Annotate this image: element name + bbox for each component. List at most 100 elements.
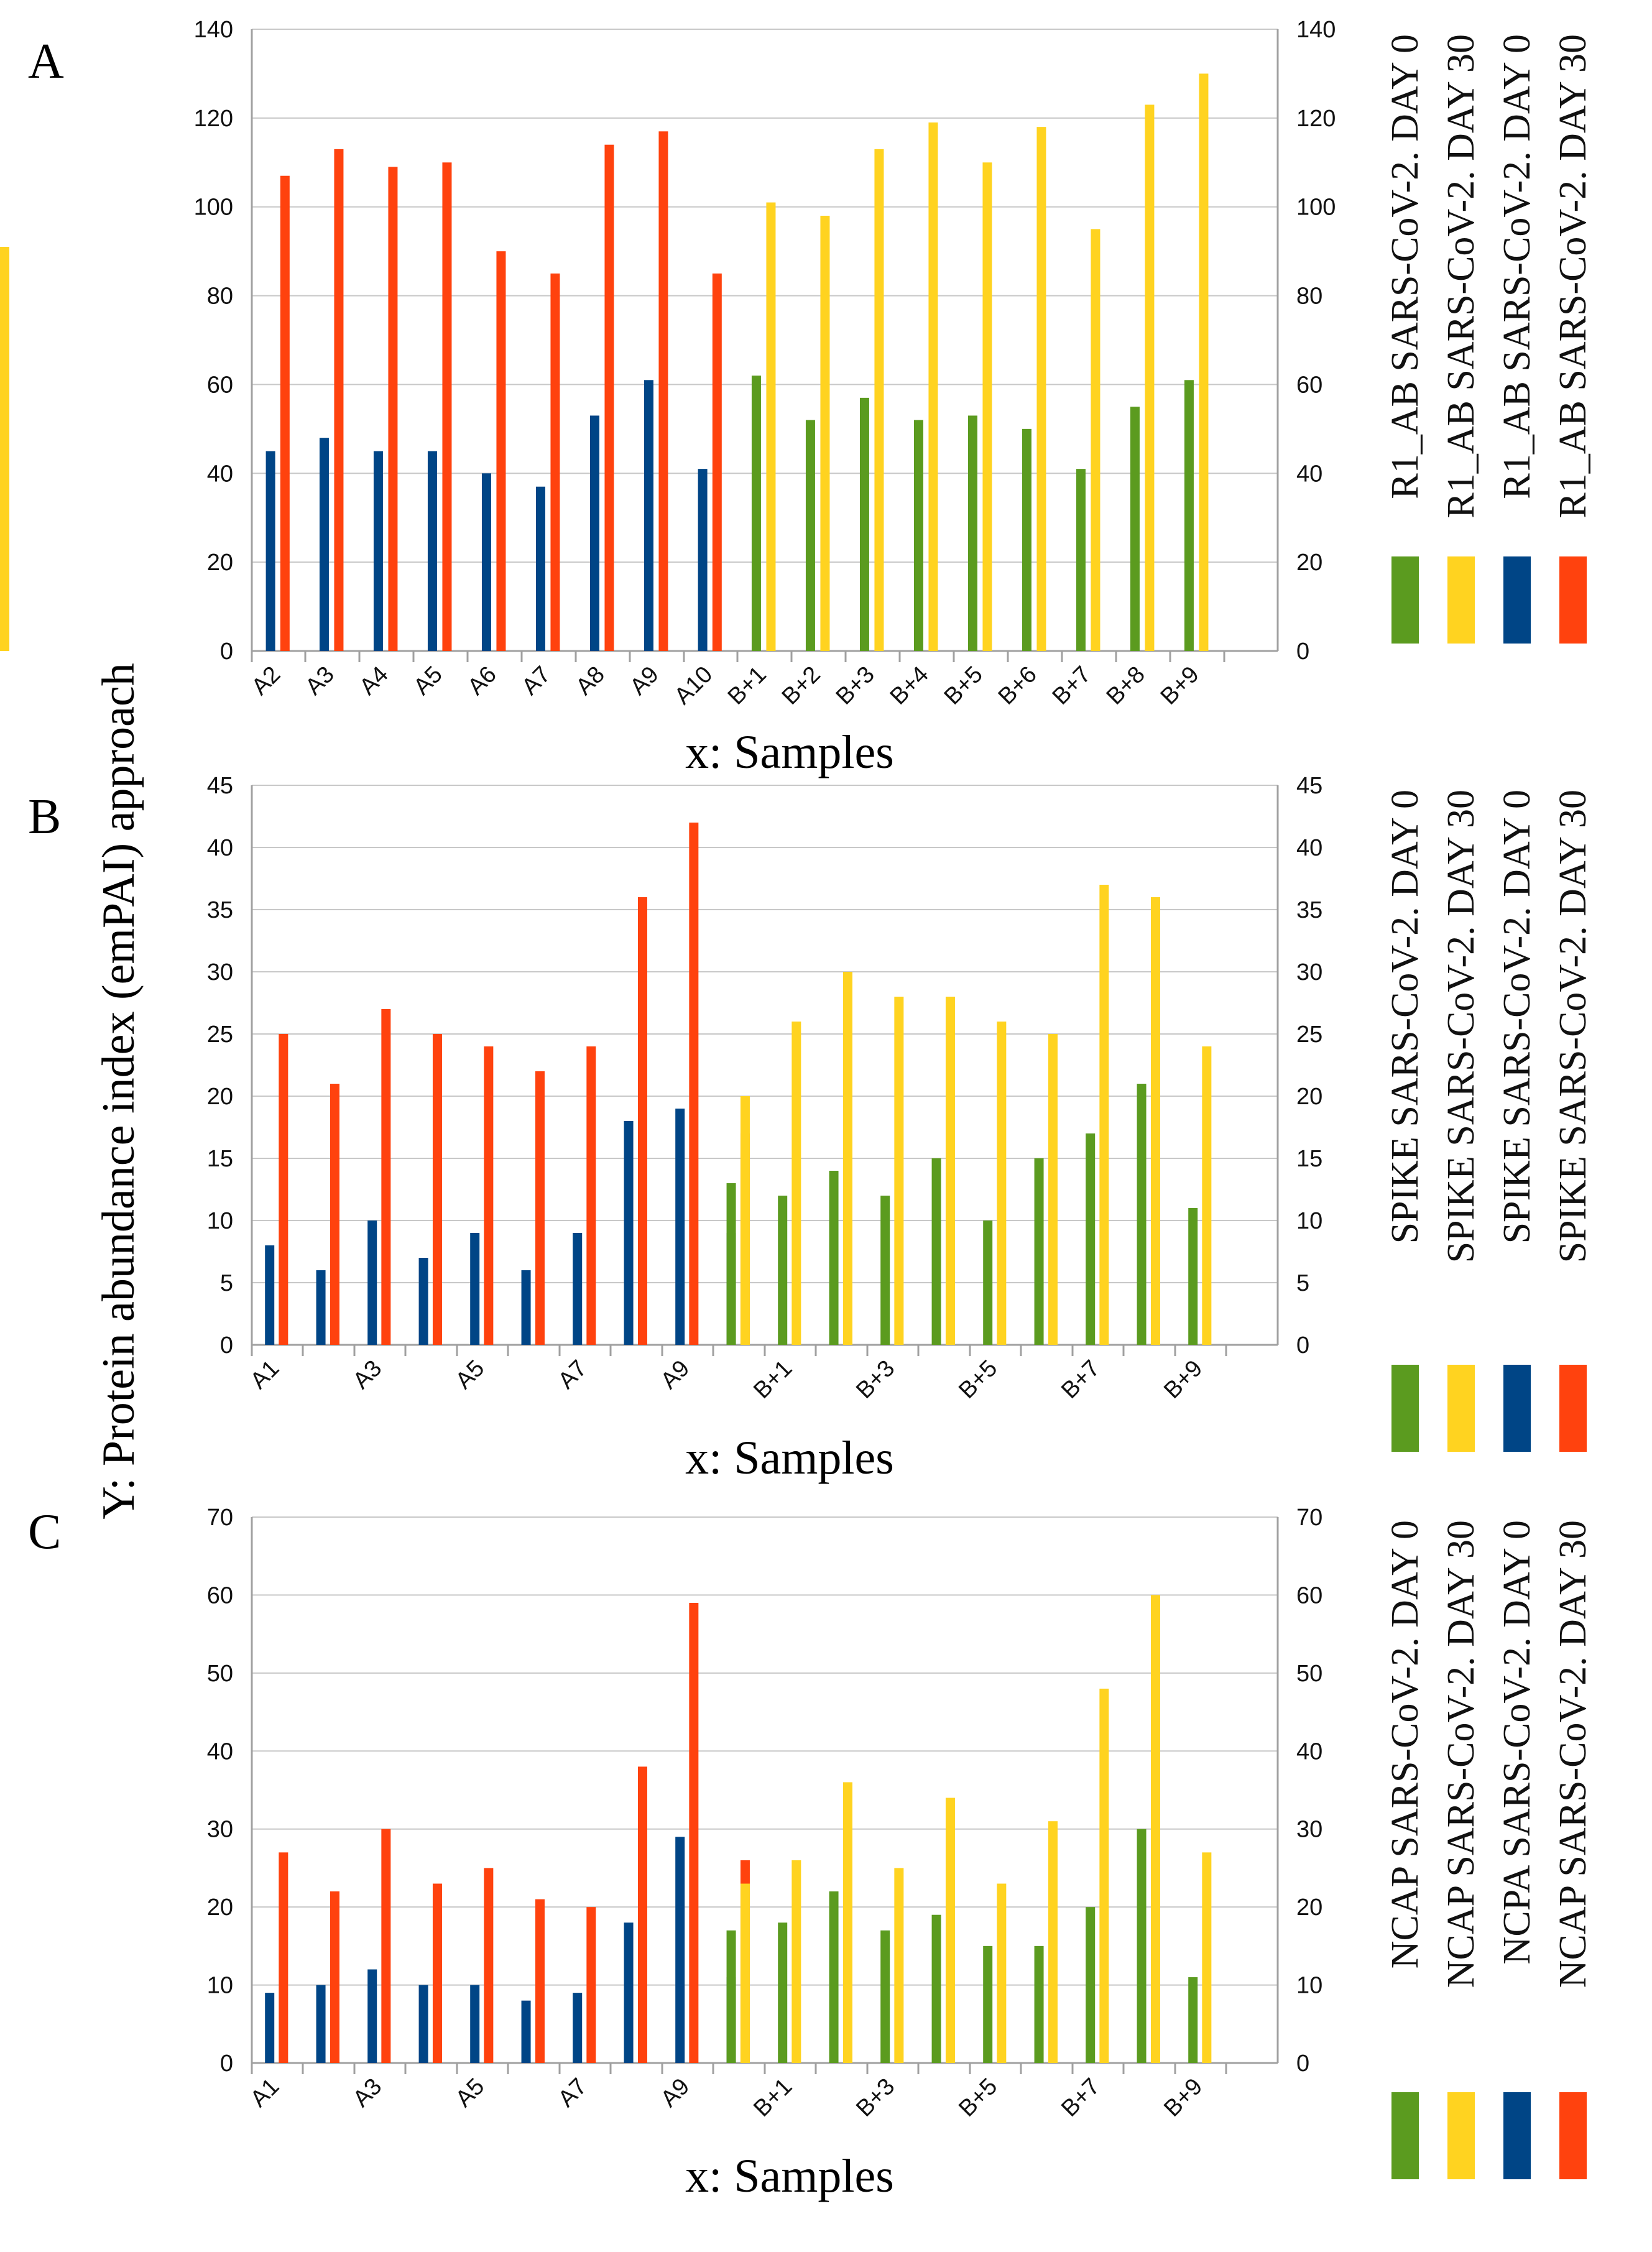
bar-green [1034,1945,1044,2063]
bar-green [1184,380,1194,651]
bar-red [280,175,290,651]
y-tick-label-right: 50 [1296,1661,1322,1687]
bar-red [658,131,668,652]
y-tick-label-right: 30 [1296,1817,1322,1843]
bar-yellow [1036,127,1046,652]
bar-yellow [0,247,9,651]
panel-label: A [28,34,64,89]
bar-yellow [982,162,992,651]
y-tick-label-right: 0 [1296,2051,1309,2077]
legend-label: NCAP SARS-CoV-2. DAY 30 [1440,1520,1482,1988]
bar-green [1137,1829,1147,2063]
legend-swatch-green [1391,556,1419,644]
y-tick-label-right: 5 [1296,1270,1309,1296]
y-tick-label-right: 45 [1296,773,1322,799]
y-tick-label-left: 10 [207,1973,233,1999]
bar-yellow [820,216,830,651]
bar-red [381,1009,391,1345]
y-tick-label-left: 60 [207,372,233,398]
y-tick-label-left: 100 [194,195,233,221]
bar-red [637,1766,647,2063]
legend-swatch-red [1559,1365,1587,1452]
y-tick-label-right: 35 [1296,897,1322,923]
y-tick-label-left: 120 [194,106,233,132]
y-tick-label-left: 80 [207,284,233,310]
bar-blue [265,1245,275,1345]
bar-green [778,1196,788,1345]
bar-red [279,1852,288,2063]
legend-label: R1_AB SARS-CoV-2. DAY 30 [1552,34,1594,519]
bar-blue [418,1985,428,2063]
y-tick-label-left: 5 [220,1270,233,1296]
bar-blue [644,380,653,651]
y-tick-label-right: 0 [1296,1332,1309,1359]
bar-green [829,1891,839,2063]
legend-label: NCAP SARS-CoV-2. DAY 30 [1552,1520,1594,1988]
y-tick-label-right: 10 [1296,1208,1322,1234]
y-tick-label-right: 15 [1296,1146,1322,1172]
bar-red [712,273,722,651]
x-axis-label: x: Samples [685,2150,894,2202]
legend-label: SPIKE SARS-CoV-2. DAY 30 [1552,790,1594,1263]
bar-yellow [1150,1595,1160,2063]
bar-blue [316,1270,326,1345]
y-tick-label-left: 0 [220,1332,233,1359]
bar-blue [319,438,329,651]
bar-green [1086,1133,1096,1345]
bar-yellow [740,1883,750,2063]
bar-yellow [874,149,884,651]
bar-blue [265,451,275,651]
bar-green [1086,1907,1096,2063]
bar-red [535,1899,545,2063]
y-tick-label-left: 0 [220,639,233,665]
bar-blue [698,469,708,651]
y-tick-label-left: 70 [207,1505,233,1531]
bar-blue [624,1121,634,1345]
y-tick-label-left: 50 [207,1661,233,1687]
bar-green [1076,469,1086,651]
bar-green [829,1171,839,1345]
bar-green [931,1914,941,2063]
bar-green [1130,407,1140,651]
bar-blue [316,1985,326,2063]
bar-yellow [842,1782,852,2063]
bar-blue [427,451,437,651]
bar-green [726,1183,736,1345]
bar-green [1022,428,1031,651]
y-tick-label-left: 30 [207,959,233,985]
bar-green [913,420,923,651]
bar-blue [265,1993,275,2063]
legend-label: R1_AB SARS-CoV-2. DAY 0 [1496,34,1538,499]
bar-yellow [766,202,776,652]
bar-blue [675,1109,685,1345]
y-tick-label-right: 60 [1296,372,1322,398]
bar-red [432,1034,442,1345]
y-tick-label-left: 40 [207,461,233,487]
legend-swatch-yellow [1447,1365,1475,1452]
bar-yellow [1145,104,1155,651]
y-tick-label-right: 80 [1296,284,1322,310]
y-axis-label: Y: Protein abundance index (emPAI) appro… [93,663,144,1520]
y-tick-label-right: 40 [1296,835,1322,861]
bar-red [604,144,614,651]
bar-green [1188,1977,1198,2063]
y-tick-label-left: 20 [207,1084,233,1110]
bar-blue [418,1258,428,1345]
y-tick-label-right: 20 [1296,1084,1322,1110]
y-tick-label-left: 25 [207,1022,233,1048]
bar-yellow [791,1860,801,2063]
bar-green [983,1221,993,1345]
bar-blue [573,1993,583,2063]
bar-green [880,1930,890,2063]
bar-yellow [894,997,904,1345]
bar-green [931,1158,941,1345]
bar-red [484,1046,494,1345]
legend-swatch-blue [1503,2092,1531,2179]
bar-yellow [997,1022,1007,1345]
y-tick-label-right: 100 [1296,195,1336,221]
legend-swatch-yellow [1447,2092,1475,2179]
panel-label: C [28,1505,61,1559]
bar-blue [481,473,491,651]
y-tick-label-right: 10 [1296,1973,1322,1999]
